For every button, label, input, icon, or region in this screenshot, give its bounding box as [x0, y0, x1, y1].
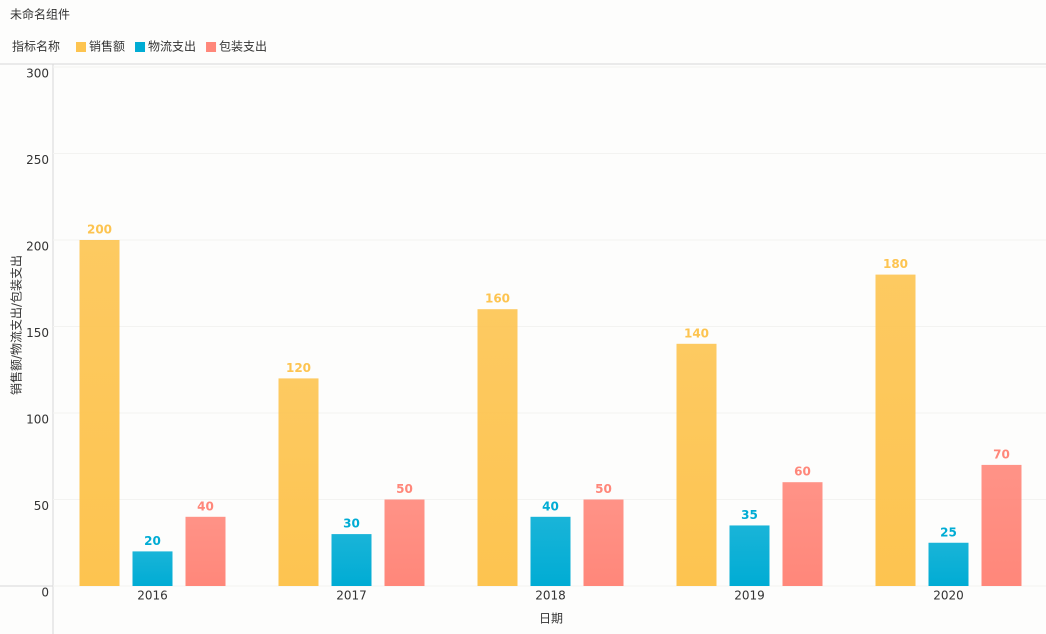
value-label: 30 — [343, 517, 360, 531]
value-label: 40 — [197, 499, 214, 513]
y-tick-label: 50 — [34, 499, 49, 513]
y-tick-label: 100 — [26, 413, 49, 427]
bar — [875, 274, 916, 586]
bar — [729, 525, 770, 586]
legend-title: 指标名称 — [12, 39, 60, 54]
value-label: 60 — [794, 465, 811, 479]
value-label: 70 — [993, 447, 1010, 461]
bar — [384, 499, 425, 586]
value-label: 160 — [485, 292, 510, 306]
y-tick-label: 300 — [26, 67, 49, 81]
legend-swatch — [135, 42, 146, 52]
chart-title: 未命名组件 — [10, 7, 70, 22]
y-tick-label: 200 — [26, 240, 49, 254]
value-label: 180 — [883, 257, 908, 271]
bar — [981, 464, 1022, 586]
legend-label: 包装支出 — [219, 40, 267, 54]
y-tick-label: 0 — [41, 586, 49, 600]
value-label: 25 — [940, 525, 957, 539]
bar — [132, 551, 173, 586]
value-label: 50 — [396, 482, 413, 496]
legend-label: 物流支出 — [148, 40, 196, 54]
bar — [530, 516, 571, 586]
y-axis-title: 销售额/物流支出/包装支出 — [9, 255, 24, 395]
x-axis-title: 日期 — [539, 612, 563, 626]
bar — [676, 343, 717, 586]
legend-label: 销售额 — [89, 39, 125, 54]
value-label: 20 — [144, 534, 161, 548]
bar — [928, 542, 969, 586]
x-tick-label: 2019 — [734, 589, 765, 603]
y-tick-label: 150 — [26, 326, 49, 340]
value-label: 200 — [87, 223, 112, 237]
bar — [79, 240, 120, 586]
value-label: 140 — [684, 326, 709, 340]
bar — [185, 516, 226, 586]
legend-swatch — [76, 42, 86, 52]
legend-swatch — [206, 42, 217, 52]
value-label: 40 — [542, 499, 559, 513]
bar — [583, 499, 624, 586]
x-tick-label: 2020 — [933, 589, 964, 603]
x-tick-label: 2017 — [336, 589, 367, 603]
bar — [331, 534, 372, 586]
x-tick-label: 2016 — [137, 589, 168, 603]
value-label: 35 — [741, 508, 758, 522]
bar — [782, 482, 823, 586]
value-label: 50 — [595, 482, 612, 496]
value-label: 120 — [286, 361, 311, 375]
y-tick-label: 250 — [26, 153, 49, 167]
bar — [477, 309, 518, 586]
x-tick-label: 2018 — [535, 589, 566, 603]
bar — [278, 378, 319, 586]
